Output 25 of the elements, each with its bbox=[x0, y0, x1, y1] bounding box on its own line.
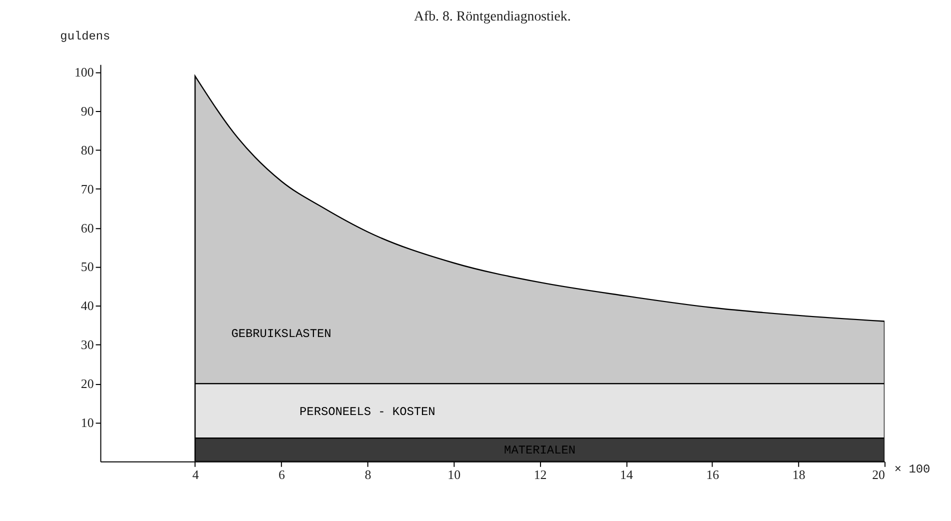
y-tick-label: 90 bbox=[80, 104, 94, 119]
y-tick-label: 80 bbox=[80, 143, 94, 158]
y-tick-label: 70 bbox=[80, 182, 94, 196]
x-tick-label: 16 bbox=[706, 468, 720, 482]
y-tick-label: 50 bbox=[80, 260, 94, 274]
x-axis-title: × 100 bbox=[894, 462, 930, 476]
series-label: GEBRUIKSLASTEN bbox=[231, 326, 332, 341]
y-tick-label: 10 bbox=[80, 416, 94, 430]
x-tick-label: 8 bbox=[364, 468, 372, 482]
chart-title: Afb. 8. Röntgendiagnostiek. bbox=[414, 10, 571, 25]
y-tick-label: 20 bbox=[80, 377, 94, 392]
y-tick-label: 60 bbox=[80, 221, 94, 236]
x-tick-label: 12 bbox=[534, 468, 547, 482]
series-label: PERSONEELS - KOSTEN bbox=[300, 404, 436, 419]
x-tick-label: 10 bbox=[448, 468, 461, 482]
x-tick-label: 14 bbox=[620, 468, 634, 482]
x-tick-label: 6 bbox=[278, 468, 286, 482]
x-tick-label: 18 bbox=[792, 468, 806, 482]
series-label: MATERIALEN bbox=[504, 444, 576, 458]
x-tick-label: 4 bbox=[192, 468, 200, 482]
x-tick-label: 20 bbox=[872, 468, 885, 482]
y-tick-label: 40 bbox=[80, 299, 94, 314]
y-tick-label: 30 bbox=[80, 338, 94, 352]
y-axis-title: guldens bbox=[60, 30, 110, 44]
y-tick-label: 100 bbox=[74, 66, 94, 80]
